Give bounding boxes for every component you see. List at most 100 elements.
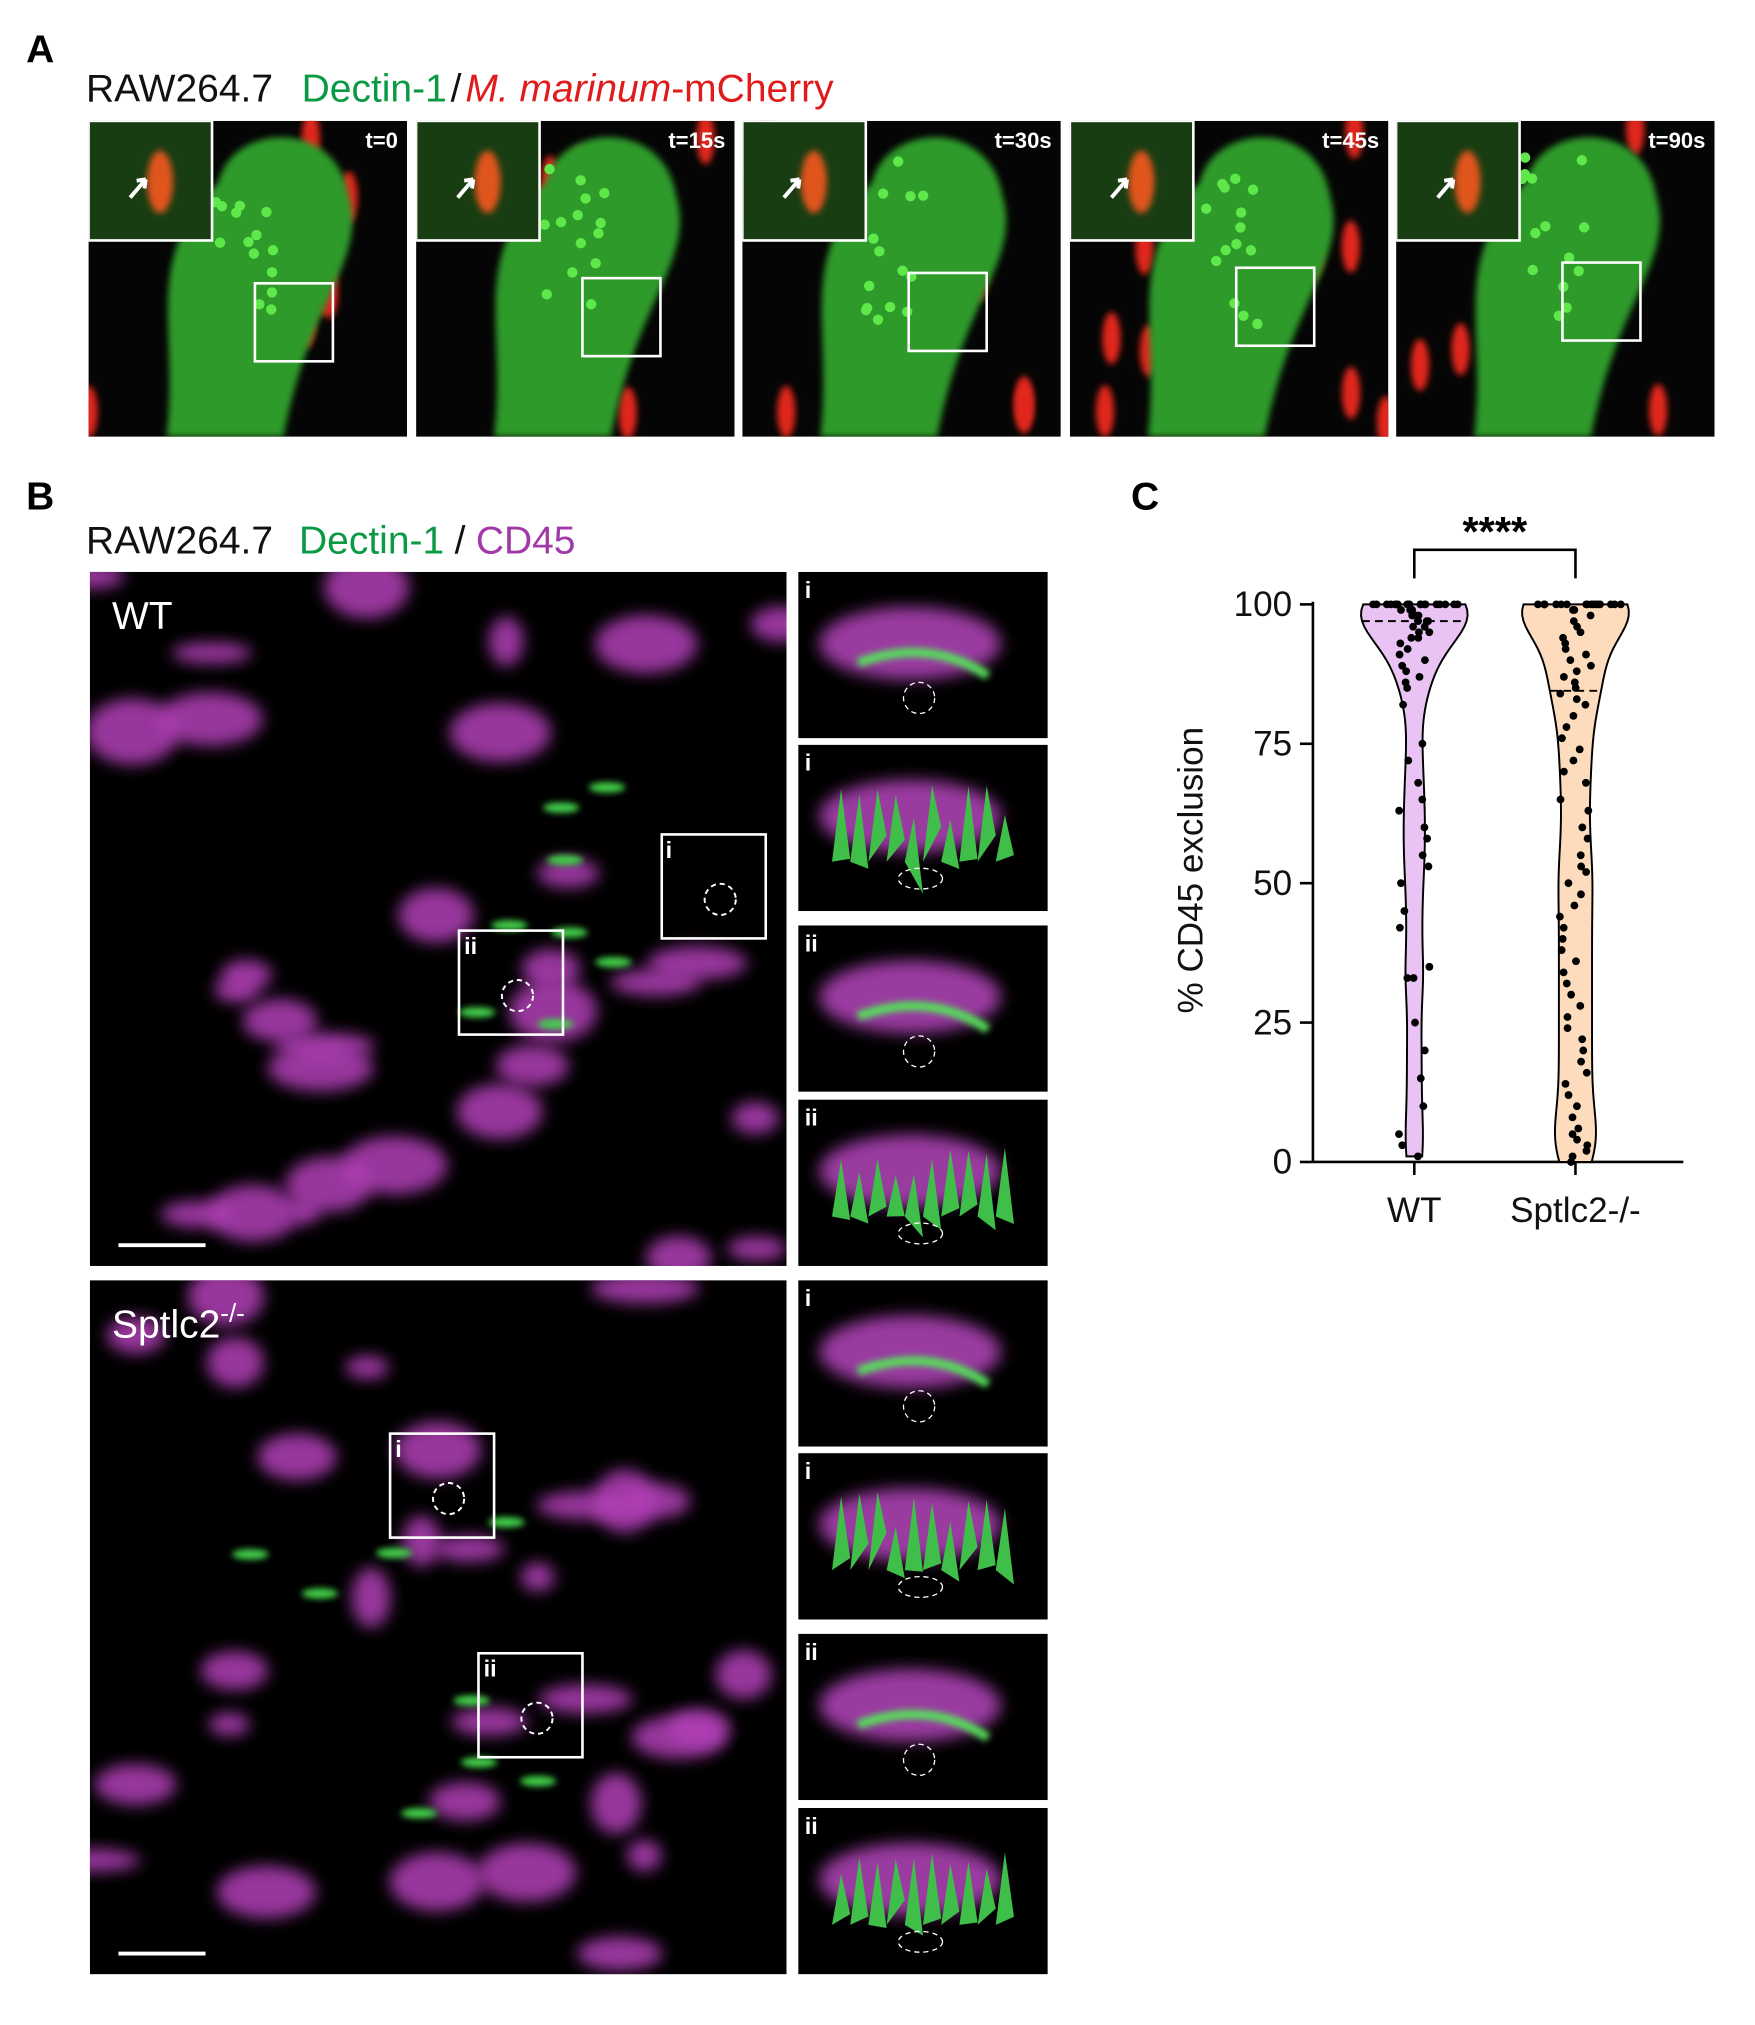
data-point	[1562, 979, 1571, 988]
data-point	[1418, 795, 1427, 804]
data-point	[1415, 672, 1424, 681]
data-point	[1420, 823, 1429, 832]
data-point	[1568, 1130, 1577, 1138]
contact-site	[902, 1390, 936, 1423]
cd45-signal	[521, 949, 581, 989]
title-marker: Dectin-1	[299, 520, 444, 563]
surface-peak	[904, 1858, 923, 1936]
data-point	[1570, 901, 1579, 910]
y-tick-label: 50	[1253, 864, 1292, 903]
puncta	[1238, 310, 1249, 321]
data-point	[1584, 806, 1593, 815]
surface-peak	[959, 1500, 978, 1571]
cd45-signal	[590, 1280, 700, 1304]
data-point	[1403, 684, 1412, 692]
data-point	[1391, 600, 1400, 609]
inset-label: i	[805, 577, 812, 603]
dectin-arc	[856, 1356, 991, 1389]
data-point	[1540, 600, 1549, 609]
dectin-signal	[232, 1549, 269, 1560]
surface-peak	[959, 1150, 978, 1217]
puncta	[861, 302, 873, 314]
cd45-signal	[715, 1650, 772, 1700]
puncta	[266, 267, 278, 278]
puncta	[917, 190, 929, 201]
data-point	[1570, 606, 1579, 614]
surface-peak	[959, 786, 978, 862]
surface-peak	[941, 1863, 960, 1925]
data-point	[1423, 834, 1432, 843]
contact-site	[897, 1222, 944, 1245]
data-point	[1424, 862, 1433, 871]
cd45-signal	[626, 1839, 662, 1872]
puncta	[1563, 252, 1575, 263]
cd45-signal	[429, 1782, 501, 1821]
contact-site	[902, 681, 936, 715]
puncta	[864, 280, 875, 292]
data-point	[1606, 600, 1615, 609]
data-point	[1561, 645, 1570, 653]
cd45-signal	[449, 702, 551, 763]
data-point	[1396, 639, 1405, 648]
data-point	[1576, 628, 1585, 637]
cd45-signal	[187, 1280, 265, 1326]
genotype-label: Sptlc2-/-	[112, 1298, 245, 1347]
data-point	[1416, 1074, 1425, 1083]
bacterium	[1128, 150, 1155, 214]
arrow	[1436, 177, 1456, 199]
puncta	[254, 299, 265, 310]
data-point	[1573, 622, 1581, 631]
cd45-signal	[577, 1936, 663, 1971]
surface-peak	[941, 819, 960, 869]
genotype: WT	[112, 595, 173, 638]
data-point	[1557, 946, 1566, 954]
data-point	[1534, 600, 1542, 609]
data-point	[1567, 1158, 1575, 1166]
data-point	[1409, 622, 1418, 631]
data-point	[1408, 611, 1417, 620]
image	[742, 120, 1061, 437]
dectin-signal	[375, 1547, 413, 1559]
puncta	[267, 244, 279, 256]
data-point	[1435, 600, 1444, 609]
micrographs: t=0 t=15s t=30s t=45s t=90siiiWTiiiiiiiiiSpt…	[88, 120, 1715, 1975]
puncta	[539, 219, 550, 230]
inset-view: i	[798, 1453, 1048, 1620]
surface-peak	[868, 789, 887, 862]
inset-label: i	[805, 1285, 812, 1311]
data-point	[1418, 739, 1427, 748]
box-label: ii	[464, 933, 477, 959]
puncta	[868, 233, 879, 244]
panel-label: A	[26, 28, 54, 71]
cd45-signal	[750, 606, 787, 642]
image	[798, 1453, 1048, 1620]
puncta	[1210, 255, 1222, 267]
puncta	[1220, 244, 1231, 256]
surface-peak	[922, 1159, 942, 1230]
contact-site	[902, 1035, 936, 1068]
cd45-signal	[207, 1184, 299, 1242]
genotype-sup: -/-	[220, 1298, 245, 1328]
surface-peak	[995, 1147, 1014, 1225]
cd45-signal	[242, 998, 318, 1043]
title-cell: RAW264.7	[86, 67, 273, 110]
time-label: t=45s	[1322, 128, 1379, 153]
dectin-signal	[546, 855, 584, 866]
data-point	[1407, 633, 1416, 642]
data-point	[1572, 695, 1581, 704]
surface-peak	[959, 1861, 978, 1925]
bacterium	[1454, 150, 1481, 214]
bacterium	[1341, 366, 1361, 419]
data-point	[1556, 795, 1565, 804]
contact-site	[897, 1575, 944, 1599]
micrograph: t=45s	[1069, 120, 1389, 437]
y-tick-label: 25	[1253, 1003, 1292, 1042]
puncta	[593, 228, 604, 239]
surface-peak	[886, 1859, 905, 1925]
data-point	[1582, 600, 1591, 609]
surface-peak	[832, 1873, 851, 1925]
inset-label: i	[805, 1458, 812, 1484]
roi-box	[907, 271, 988, 353]
data-point	[1582, 1146, 1591, 1155]
data-point	[1397, 606, 1405, 614]
